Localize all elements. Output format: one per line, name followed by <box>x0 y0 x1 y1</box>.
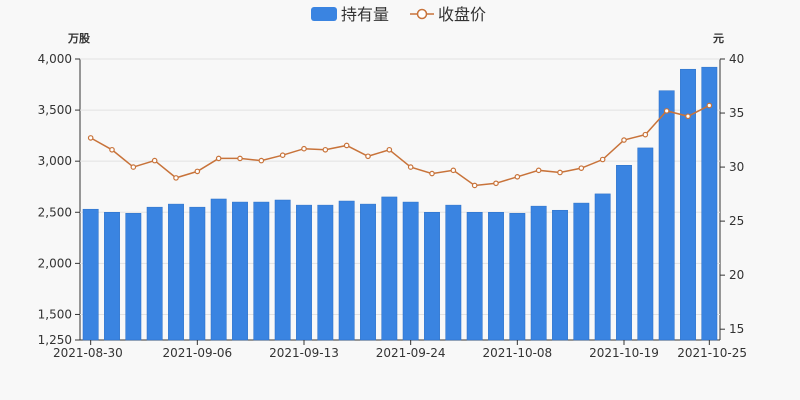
x-tick-label: 2021-09-24 <box>376 346 446 360</box>
legend-label-close: 收盘价 <box>438 5 486 24</box>
close-price-point <box>663 108 670 114</box>
holdings-bar <box>104 212 120 341</box>
holdings-bar <box>232 201 248 341</box>
holdings-bar <box>360 203 376 341</box>
close-price-point <box>173 175 179 181</box>
close-price-point <box>429 170 435 177</box>
holdings-bar <box>189 206 206 341</box>
holdings-bar <box>616 165 632 341</box>
right-tick-label: 15 <box>729 322 744 336</box>
gridlines <box>80 58 720 315</box>
left-axis-ticks: 1,250 1,500 2,000 2,500 3,000 3,500 4,000 <box>38 52 80 347</box>
close-price-point <box>621 137 627 143</box>
close-price-point <box>301 145 307 152</box>
left-tick-label: 3,000 <box>38 154 72 168</box>
close-price-point <box>386 146 393 153</box>
right-tick-label: 20 <box>729 268 744 282</box>
right-tick-label: 40 <box>729 52 744 66</box>
holdings-bar <box>658 90 675 341</box>
x-tick-label: 2021-09-06 <box>162 346 232 360</box>
holdings-bar <box>637 147 654 341</box>
x-tick-label: 2021-10-08 <box>482 346 552 360</box>
holdings-bar <box>381 196 398 341</box>
right-axis-ticks: 15 20 25 30 35 40 <box>720 52 744 336</box>
left-tick-label: 3,500 <box>38 103 72 117</box>
legend-swatch-holdings <box>311 7 337 21</box>
holdings-bar <box>168 203 184 341</box>
close-price-point <box>109 146 115 153</box>
close-price-point <box>471 182 478 189</box>
close-price-point <box>279 152 286 158</box>
left-tick-label: 1,250 <box>38 333 72 347</box>
right-tick-label: 35 <box>729 106 744 120</box>
holdings-bar <box>402 201 419 341</box>
close-price-point <box>237 155 243 162</box>
x-tick-label: 2021-09-13 <box>269 346 339 360</box>
holdings-bar <box>594 193 611 341</box>
legend-marker-close <box>416 8 428 20</box>
close-price-point <box>706 102 713 109</box>
holdings-bar <box>274 199 291 341</box>
holdings-bar <box>338 200 355 341</box>
holdings-bar <box>296 204 312 341</box>
holdings-bar <box>424 212 440 341</box>
x-tick-label: 2021-08-30 <box>53 346 123 360</box>
close-price-line <box>87 102 713 189</box>
right-tick-label: 25 <box>729 214 744 228</box>
holdings-bar <box>125 213 142 341</box>
close-price-point <box>215 155 222 162</box>
legend-label-holdings: 持有量 <box>341 5 389 24</box>
holdings-bar <box>488 212 504 341</box>
holdings-bar <box>253 201 270 341</box>
close-price-point <box>87 135 94 141</box>
left-tick-label: 2,500 <box>38 205 72 219</box>
close-price-point <box>642 131 649 138</box>
left-tick-label: 2,000 <box>38 256 72 270</box>
holdings-bar <box>509 213 526 341</box>
x-axis-ticks: 2021-08-30 2021-09-06 2021-09-13 2021-09-24… <box>53 340 747 360</box>
left-tick-label: 1,500 <box>38 307 72 321</box>
close-price-point <box>194 168 201 175</box>
close-price-polyline <box>90 104 710 187</box>
legend: 持有量 收盘价 <box>311 5 486 24</box>
close-price-point <box>535 167 542 174</box>
close-price-point <box>514 174 521 180</box>
holdings-bar <box>146 206 163 341</box>
close-price-point <box>151 157 158 164</box>
right-axis-unit: 元 <box>713 32 724 45</box>
holdings-bar <box>317 204 334 341</box>
close-price-point <box>322 146 329 153</box>
holdings-bar <box>82 208 99 341</box>
close-price-point <box>365 153 371 160</box>
close-price-point <box>578 165 585 171</box>
close-price-point <box>130 164 137 170</box>
holdings-bar <box>573 202 590 341</box>
x-tick-label: 2021-10-19 <box>589 346 659 360</box>
close-price-point <box>493 180 499 187</box>
close-price-point <box>685 113 691 120</box>
right-tick-label: 30 <box>729 160 744 174</box>
close-price-point <box>258 157 265 164</box>
holdings-bar <box>466 212 483 341</box>
holdings-bar <box>530 205 547 341</box>
holdings-bar <box>552 209 568 341</box>
left-axis-unit: 万股 <box>67 32 91 45</box>
close-price-point <box>343 142 350 149</box>
left-tick-label: 4,000 <box>38 52 72 66</box>
close-price-point <box>599 156 606 163</box>
holdings-bar <box>445 204 462 341</box>
holdings-bar <box>680 68 696 341</box>
close-price-point <box>407 164 414 170</box>
close-price-point <box>557 169 563 176</box>
close-price-point <box>450 167 457 174</box>
x-tick-label: 2021-10-25 <box>677 346 747 360</box>
holdings-bars <box>82 66 718 341</box>
holdings-bar <box>210 198 227 341</box>
